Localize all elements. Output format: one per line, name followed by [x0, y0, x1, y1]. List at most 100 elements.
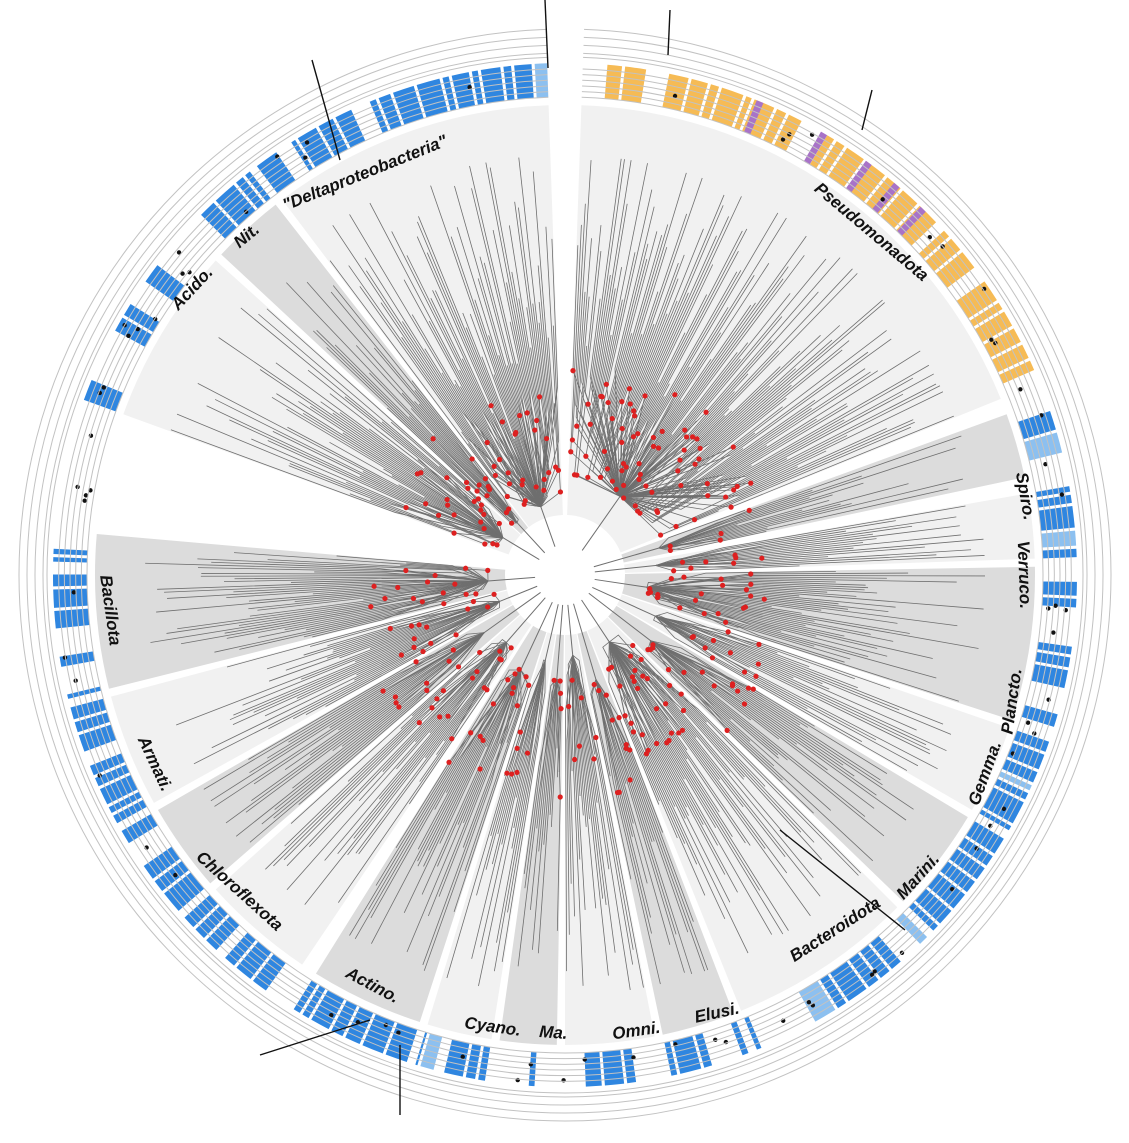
node-marker	[411, 636, 417, 642]
ring-dot	[135, 326, 140, 332]
node-marker	[430, 436, 436, 442]
clade-sectors	[94, 105, 1036, 1045]
node-marker	[746, 507, 752, 513]
tree-branch	[619, 450, 827, 510]
clade-sector	[621, 414, 1025, 563]
node-marker	[725, 629, 731, 635]
node-marker	[682, 427, 688, 433]
node-marker	[591, 681, 597, 688]
tree-branch	[566, 655, 574, 935]
tree-branch	[619, 235, 807, 497]
ring-dot	[304, 140, 310, 145]
ring-track-line	[34, 44, 1096, 1106]
node-marker	[541, 476, 547, 483]
node-marker	[681, 447, 687, 453]
tree-branch	[658, 482, 864, 549]
ring-dot	[869, 972, 875, 977]
tree-branch	[567, 604, 574, 656]
node-marker	[658, 532, 664, 538]
node-marker	[678, 482, 684, 489]
node-marker	[371, 583, 377, 589]
tree-branch	[650, 640, 832, 811]
ring-dot	[176, 250, 182, 255]
node-marker	[478, 507, 484, 513]
leader-line	[779, 829, 906, 931]
node-marker	[444, 475, 450, 481]
tree-branch	[616, 264, 714, 497]
node-marker	[524, 410, 530, 416]
tree-branch	[655, 615, 823, 685]
leader-line	[311, 59, 341, 161]
node-marker	[585, 474, 591, 480]
node-marker	[609, 478, 616, 484]
tree-branch	[608, 641, 660, 805]
node-marker	[416, 622, 422, 628]
leader-lines	[259, 0, 906, 1115]
tree-branch	[588, 592, 651, 642]
clade-sector	[608, 605, 968, 902]
tree-branch	[646, 586, 772, 608]
node-marker	[522, 498, 528, 504]
tree-branch	[419, 642, 507, 782]
node-marker	[609, 415, 615, 422]
tree-branch	[609, 641, 862, 874]
node-marker	[756, 641, 762, 647]
tree-branch	[249, 632, 485, 774]
node-marker	[629, 674, 636, 680]
clade-sector	[624, 493, 1035, 573]
node-marker	[667, 547, 673, 554]
node-marker	[424, 680, 430, 686]
node-marker	[517, 729, 523, 735]
node-marker	[368, 604, 374, 610]
tree-branch	[267, 632, 485, 759]
node-marker	[668, 730, 675, 736]
tree-branch	[595, 679, 685, 973]
node-marker	[711, 683, 717, 689]
node-marker	[451, 512, 457, 518]
ring-dot	[126, 333, 131, 339]
node-marker	[477, 766, 483, 772]
node-marker	[463, 479, 470, 486]
leader-line	[667, 9, 671, 56]
tree-branch	[594, 564, 656, 573]
node-marker	[723, 494, 729, 500]
node-marker	[413, 659, 419, 665]
node-marker	[702, 645, 708, 651]
node-marker	[666, 682, 673, 689]
clade-sector	[282, 105, 563, 528]
clade-label-verruco: Verruco.	[1014, 540, 1035, 609]
tree-branch	[572, 655, 598, 803]
tree-branch	[655, 615, 952, 735]
node-marker	[470, 598, 477, 605]
node-marker	[665, 667, 672, 673]
tree-branch	[650, 640, 752, 721]
tree-branch	[614, 206, 655, 497]
ring-track-line	[75, 85, 1055, 1065]
node-marker	[451, 530, 457, 536]
tree-branch	[309, 632, 485, 756]
tree-branch	[334, 344, 518, 524]
tree-branch	[540, 506, 556, 547]
tree-branch	[650, 640, 779, 756]
node-marker	[748, 480, 754, 486]
node-marker	[441, 601, 447, 607]
node-marker	[679, 727, 686, 733]
node-marker	[748, 571, 754, 577]
tree-branch	[646, 586, 845, 663]
tree-branch	[400, 642, 507, 730]
tree-branch	[646, 586, 839, 605]
node-marker	[636, 461, 642, 467]
tree-branch	[287, 426, 503, 539]
tree-branch	[493, 660, 546, 972]
node-marker	[520, 477, 526, 483]
node-marker	[627, 401, 633, 407]
tree-branch	[536, 678, 558, 829]
node-marker	[653, 706, 660, 712]
tree-branch	[373, 347, 519, 523]
node-marker	[630, 434, 637, 440]
node-marker	[570, 368, 576, 374]
node-marker	[631, 408, 637, 414]
node-marker	[664, 740, 670, 746]
node-marker	[734, 483, 740, 489]
node-marker	[380, 688, 386, 694]
